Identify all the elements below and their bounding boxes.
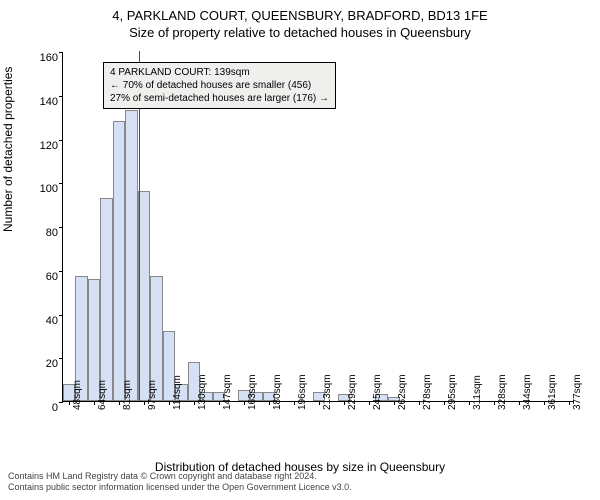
x-tick-label: 97sqm <box>147 380 158 410</box>
x-tick-label: 180sqm <box>272 374 283 410</box>
footer-line-1: Contains HM Land Registry data © Crown c… <box>8 471 592 483</box>
callout-box: 4 PARKLAND COURT: 139sqm← 70% of detache… <box>103 62 336 109</box>
y-tick-mark <box>59 227 63 228</box>
histogram-chart: 48sqm64sqm81sqm97sqm114sqm130sqm147sqm16… <box>62 52 574 402</box>
histogram-bar <box>100 198 112 401</box>
x-tick-label: 344sqm <box>522 374 533 410</box>
x-tick-mark <box>194 401 195 405</box>
x-tick-label: 361sqm <box>547 374 558 410</box>
histogram-bar <box>125 110 137 401</box>
x-tick-label: 295sqm <box>447 374 458 410</box>
x-tick-mark <box>169 401 170 405</box>
x-tick-label: 245sqm <box>372 374 383 410</box>
y-tick-mark <box>59 96 63 97</box>
x-tick-label: 311sqm <box>472 375 483 410</box>
y-tick-mark <box>59 315 63 316</box>
x-tick-label: 262sqm <box>397 374 408 410</box>
x-tick-mark <box>69 401 70 405</box>
x-tick-mark <box>244 401 245 405</box>
x-tick-label: 328sqm <box>497 374 508 410</box>
x-tick-label: 377sqm <box>572 374 583 410</box>
y-tick-label: 0 <box>52 402 58 414</box>
y-tick-mark <box>59 402 63 403</box>
x-tick-mark <box>444 401 445 405</box>
y-tick-label: 100 <box>40 183 58 195</box>
footer-line-2: Contains public sector information licen… <box>8 482 592 494</box>
y-tick-mark <box>59 183 63 184</box>
x-tick-mark <box>119 401 120 405</box>
histogram-bar <box>113 121 125 401</box>
x-tick-label: 229sqm <box>347 374 358 410</box>
x-tick-mark <box>369 401 370 405</box>
y-tick-label: 120 <box>40 140 58 152</box>
y-tick-label: 140 <box>40 96 58 108</box>
y-tick-mark <box>59 358 63 359</box>
y-tick-label: 20 <box>46 358 58 370</box>
x-tick-label: 130sqm <box>197 374 208 410</box>
y-tick-mark <box>59 271 63 272</box>
x-tick-label: 81sqm <box>122 380 133 410</box>
page-subtitle: Size of property relative to detached ho… <box>0 25 600 40</box>
x-tick-mark <box>569 401 570 405</box>
x-tick-label: 48sqm <box>72 380 83 410</box>
y-tick-label: 160 <box>40 52 58 64</box>
y-tick-label: 60 <box>46 271 58 283</box>
x-tick-mark <box>544 401 545 405</box>
y-axis-label: Number of detached properties <box>1 67 15 232</box>
x-tick-mark <box>219 401 220 405</box>
x-tick-label: 278sqm <box>422 374 433 410</box>
y-tick-mark <box>59 140 63 141</box>
x-tick-mark <box>394 401 395 405</box>
x-tick-label: 147sqm <box>222 374 233 410</box>
callout-line: ← 70% of detached houses are smaller (45… <box>110 79 329 92</box>
x-tick-mark <box>94 401 95 405</box>
y-tick-label: 40 <box>46 315 58 327</box>
x-tick-label: 163sqm <box>247 374 258 410</box>
x-tick-mark <box>144 401 145 405</box>
x-tick-mark <box>419 401 420 405</box>
x-tick-label: 196sqm <box>297 374 308 410</box>
x-tick-mark <box>519 401 520 405</box>
y-tick-label: 80 <box>46 227 58 239</box>
x-tick-mark <box>319 401 320 405</box>
footer-attribution: Contains HM Land Registry data © Crown c… <box>0 471 600 494</box>
x-tick-label: 114sqm <box>172 375 183 410</box>
x-tick-mark <box>344 401 345 405</box>
x-tick-mark <box>469 401 470 405</box>
page-title-address: 4, PARKLAND COURT, QUEENSBURY, BRADFORD,… <box>0 8 600 23</box>
x-tick-label: 213sqm <box>322 374 333 410</box>
x-tick-label: 64sqm <box>97 380 108 410</box>
y-tick-mark <box>59 52 63 53</box>
callout-line: 27% of semi-detached houses are larger (… <box>110 92 329 105</box>
x-tick-mark <box>294 401 295 405</box>
x-tick-mark <box>269 401 270 405</box>
x-tick-mark <box>494 401 495 405</box>
callout-line: 4 PARKLAND COURT: 139sqm <box>110 66 329 79</box>
